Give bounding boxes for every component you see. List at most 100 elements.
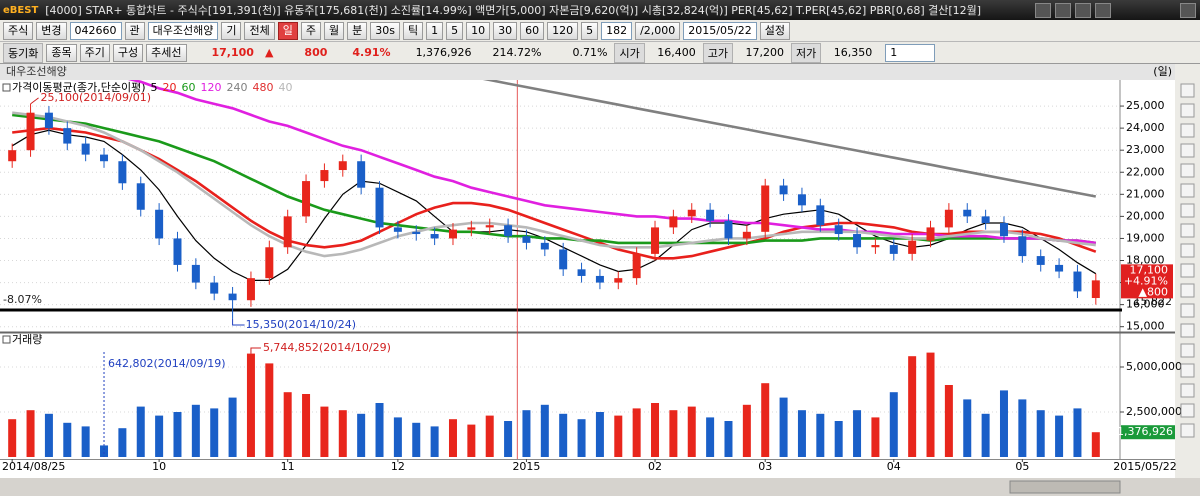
volume-bar (779, 397, 788, 457)
scrollbar[interactable] (0, 478, 1200, 496)
low-annotation: 15,350(2014/10/24) (246, 318, 356, 331)
toolbar-button[interactable]: 분 (347, 21, 368, 40)
toolbar-button[interactable]: 30s (370, 21, 400, 40)
toolbar-button[interactable]: 10 (466, 21, 491, 40)
tool-icon[interactable] (1180, 143, 1195, 158)
toolbar-button[interactable]: 관 (124, 21, 145, 40)
y-tick-label: 25,000 (1126, 99, 1165, 112)
tool-icon[interactable] (1180, 183, 1195, 198)
button[interactable]: 구성 (112, 43, 144, 62)
window-button[interactable] (1035, 3, 1051, 18)
candle-body (1091, 280, 1100, 299)
volume-bar (357, 413, 366, 457)
tool-icon[interactable] (1180, 423, 1195, 438)
candle-body (228, 293, 237, 301)
window-button[interactable] (1075, 3, 1091, 18)
tool-icon[interactable] (1180, 343, 1195, 358)
tool-icon[interactable] (1180, 283, 1195, 298)
candle-body (338, 161, 347, 171)
volume-max-annotation: 5,744,852(2014/10/29) (263, 341, 391, 354)
candle-body (871, 245, 880, 248)
annotation-leader (30, 97, 39, 105)
period-label: (일) (1153, 64, 1172, 78)
scroll-buttons[interactable] (1009, 480, 1121, 494)
toolbar-button[interactable]: 60 (520, 21, 545, 40)
candle-body (687, 209, 696, 217)
button[interactable]: 주기 (79, 43, 110, 62)
toolbar-button[interactable]: 월 (323, 21, 345, 40)
toolbar-button[interactable]: 30 (493, 21, 518, 40)
legend-entry: 20 (163, 81, 177, 94)
volume-bar (871, 417, 880, 457)
low: 16,350 (833, 46, 873, 59)
volume-bar (669, 410, 678, 457)
input-field[interactable]: 대우조선해양 (147, 21, 219, 40)
ma-line (12, 126, 1097, 260)
toolbar-button[interactable]: 120 (547, 21, 579, 40)
toolbar-button[interactable]: /2,000 (635, 21, 681, 40)
tool-icon[interactable] (1180, 203, 1195, 218)
tool-icon[interactable] (1180, 163, 1195, 178)
volume-bar (302, 394, 311, 457)
legend-entry: 40 (279, 81, 293, 94)
turnover: 0.71% (572, 46, 608, 59)
y-tick-label: 19,000 (1126, 231, 1165, 244)
tool-icon[interactable] (1180, 83, 1195, 98)
volume: 1,376,926 (415, 46, 472, 59)
toolbar-button[interactable]: 틱 (402, 21, 424, 40)
toolbar-button[interactable]: 일 (277, 21, 298, 40)
toolbar-button[interactable]: 5 (446, 21, 464, 40)
candle-body (889, 245, 898, 254)
panel-icon[interactable] (2, 335, 11, 344)
toolbar-button[interactable]: 주 (300, 21, 321, 40)
volume-panel-label: 거래량 (12, 333, 42, 346)
sync-label[interactable]: 동기화 (3, 42, 44, 63)
x-tick-label: 02 (648, 460, 662, 473)
volume-bar (963, 399, 972, 457)
tool-icon[interactable] (1180, 103, 1195, 118)
close-button[interactable] (1180, 3, 1196, 18)
tool-icon[interactable] (1180, 123, 1195, 138)
candle-body (246, 278, 255, 301)
toolbar-button[interactable]: 기 (221, 21, 242, 40)
window-button[interactable] (1055, 3, 1071, 18)
panel-icon[interactable] (2, 83, 11, 92)
tool-icon[interactable] (1180, 363, 1195, 378)
volume-bar (724, 421, 733, 457)
toolbar-button[interactable]: 전체 (244, 21, 275, 40)
last-price-box (1121, 264, 1173, 299)
volume-bar (485, 415, 494, 457)
tool-icon[interactable] (1180, 243, 1195, 258)
volume-bar (944, 385, 953, 457)
x-tick-label: 2015 (512, 460, 540, 473)
button[interactable]: 종목 (46, 43, 77, 62)
volume-bar (761, 383, 770, 457)
volume-bar (577, 419, 586, 457)
tool-icon[interactable] (1180, 403, 1195, 418)
input-field[interactable]: 042660 (69, 21, 122, 40)
volume-bar (1055, 415, 1064, 457)
candle-body (136, 183, 145, 210)
input-field[interactable]: 2015/05/22 (683, 21, 757, 40)
high-annotation: 25,100(2014/09/01) (41, 91, 151, 104)
tool-icon[interactable] (1180, 263, 1195, 278)
annotation-leader (250, 347, 261, 354)
input-field[interactable]: 182 (601, 21, 633, 40)
tool-icon[interactable] (1180, 383, 1195, 398)
tool-icon[interactable] (1180, 223, 1195, 238)
toolbar-button[interactable]: 주식 (3, 21, 34, 40)
volume-bar (8, 419, 17, 457)
ma-line (482, 80, 1097, 198)
tool-icon[interactable] (1180, 303, 1195, 318)
toolbar-button[interactable]: 5 (581, 21, 599, 40)
toolbar-button[interactable]: 1 (426, 21, 444, 40)
count-field[interactable]: 1 (885, 43, 936, 62)
last-change-rate: +4.91% (1124, 274, 1168, 287)
candle-body (926, 227, 935, 241)
volume-bar (834, 421, 843, 457)
toolbar-button[interactable]: 설정 (759, 21, 790, 40)
toolbar-button[interactable]: 변경 (36, 21, 67, 40)
window-button[interactable] (1095, 3, 1111, 18)
button[interactable]: 추세선 (146, 43, 187, 62)
tool-icon[interactable] (1180, 323, 1195, 338)
